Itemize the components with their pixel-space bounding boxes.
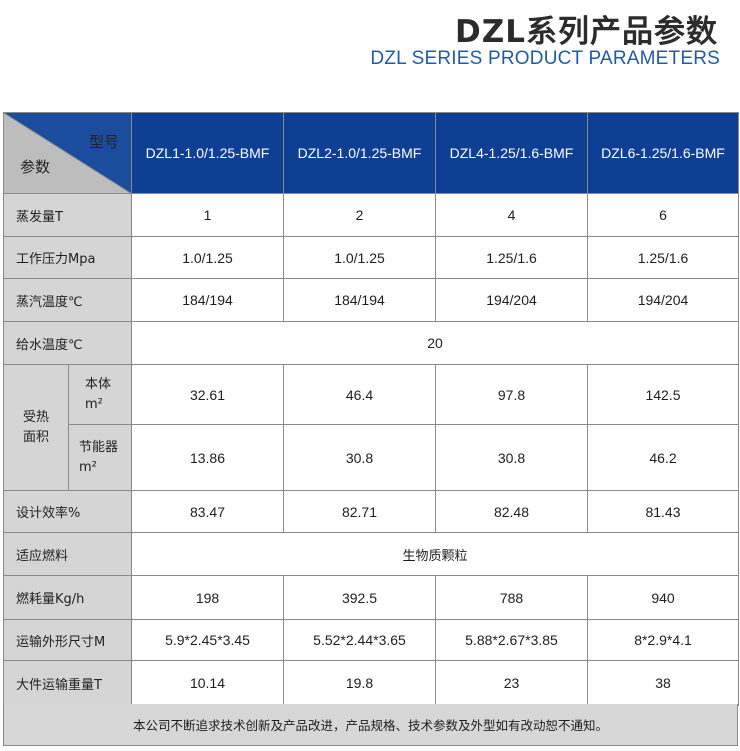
table-cell: 97.8: [435, 364, 588, 425]
table-cell: 184/194: [131, 278, 284, 322]
table-cell: 940: [587, 575, 739, 620]
table-cell: 13.86: [131, 424, 284, 491]
row-label: 适应燃料: [3, 532, 132, 576]
table-cell: 1: [131, 193, 284, 237]
table-cell: 32.61: [131, 364, 284, 425]
corner-model-label: 型号: [88, 133, 119, 151]
table-cell: 30.8: [283, 424, 436, 491]
header-corner-cell: 型号 参数: [3, 112, 132, 194]
row-label: 运输外形尺寸M: [3, 619, 132, 661]
row-sublabel: 本体 m²: [68, 364, 132, 425]
table-cell: 788: [435, 575, 588, 620]
row-label: 蒸汽温度℃: [3, 278, 132, 322]
table-cell: 194/204: [435, 278, 588, 322]
row-label: 大件运输重量T: [3, 660, 132, 706]
model-header: DZL4-1.25/1.6-BMF: [435, 112, 588, 194]
row-label: 工作压力Mpa: [3, 236, 132, 279]
table-cell: 4: [435, 193, 588, 237]
row-label: 燃耗量Kg/h: [3, 575, 132, 620]
corner-param-label: 参数: [20, 158, 51, 176]
parameters-table: 型号 参数 DZL1-1.0/1.25-BMF DZL2-1.0/1.25-BM…: [3, 112, 739, 706]
body-unit: m²: [85, 396, 103, 412]
table-cell-merged: 20: [131, 321, 739, 365]
table-cell: 6: [587, 193, 739, 237]
row-group-label: 受热 面积: [3, 364, 69, 491]
table-cell: 1.25/1.6: [587, 236, 739, 279]
table-cell-merged: 生物质颗粒: [131, 532, 739, 576]
table-row: 大件运输重量T 10.14 19.8 23 38: [3, 660, 739, 706]
table-row: 工作压力Mpa 1.0/1.25 1.0/1.25 1.25/1.6 1.25/…: [3, 236, 739, 279]
table-row: 设计效率% 83.47 82.71 82.48 81.43: [3, 490, 739, 533]
table-cell: 19.8: [283, 660, 436, 706]
table-cell: 46.4: [283, 364, 436, 425]
body-label: 本体: [85, 376, 112, 392]
table-cell: 30.8: [435, 424, 588, 491]
row-sublabel: 节能器 m²: [68, 424, 132, 491]
table-row: 适应燃料 生物质颗粒: [3, 532, 739, 576]
table-row: 燃耗量Kg/h 198 392.5 788 940: [3, 575, 739, 620]
table-cell: 142.5: [587, 364, 739, 425]
table-cell: 82.71: [283, 490, 436, 533]
economizer-label: 节能器: [79, 439, 119, 455]
table-cell: 1.25/1.6: [435, 236, 588, 279]
row-label: 设计效率%: [3, 490, 132, 533]
table-row: 给水温度℃ 20: [3, 321, 739, 365]
table-header-row: 型号 参数 DZL1-1.0/1.25-BMF DZL2-1.0/1.25-BM…: [3, 112, 739, 194]
page-subtitle: DZL SERIES PRODUCT PARAMETERS: [370, 48, 720, 69]
table-cell: 82.48: [435, 490, 588, 533]
row-label: 蒸发量T: [3, 193, 132, 237]
footer-note: 本公司不断追求技术创新及产品改进，产品规格、技术参数及外型如有改动恕不通知。: [3, 704, 738, 746]
economizer-unit: m²: [79, 459, 97, 475]
table-cell: 184/194: [283, 278, 436, 322]
row-label: 给水温度℃: [3, 321, 132, 365]
table-row: 蒸发量T 1 2 4 6: [3, 193, 739, 237]
table-cell: 5.52*2.44*3.65: [283, 619, 436, 661]
table-cell: 194/204: [587, 278, 739, 322]
table-cell: 46.2: [587, 424, 739, 491]
page-title: DZL系列产品参数: [455, 14, 718, 50]
table-cell: 1.0/1.25: [131, 236, 284, 279]
table-cell: 2: [283, 193, 436, 237]
heating-area-label-1: 受热: [22, 409, 49, 425]
table-cell: 5.88*2.67*3.85: [435, 619, 588, 661]
table-cell: 83.47: [131, 490, 284, 533]
table-cell: 198: [131, 575, 284, 620]
table-row: 节能器 m² 13.86 30.8 30.8 46.2: [4, 424, 739, 491]
model-header: DZL1-1.0/1.25-BMF: [131, 112, 284, 194]
table-row: 受热 面积 本体 m² 32.61 46.4 97.8 142.5: [3, 364, 739, 491]
table-cell: 81.43: [587, 490, 739, 533]
table-cell: 392.5: [283, 575, 436, 620]
table-cell: 1.0/1.25: [283, 236, 436, 279]
heating-area-label-2: 面积: [22, 429, 49, 445]
corner-diagonal: [4, 113, 131, 193]
table-cell: 38: [587, 660, 739, 706]
table-row: 蒸汽温度℃ 184/194 184/194 194/204 194/204: [3, 278, 739, 322]
model-header: DZL6-1.25/1.6-BMF: [587, 112, 739, 194]
table-cell: 23: [435, 660, 588, 706]
table-cell: 5.9*2.45*3.45: [131, 619, 284, 661]
model-header: DZL2-1.0/1.25-BMF: [283, 112, 436, 194]
table-cell: 10.14: [131, 660, 284, 706]
table-cell: 8*2.9*4.1: [587, 619, 739, 661]
table-row: 运输外形尺寸M 5.9*2.45*3.45 5.52*2.44*3.65 5.8…: [3, 619, 739, 661]
